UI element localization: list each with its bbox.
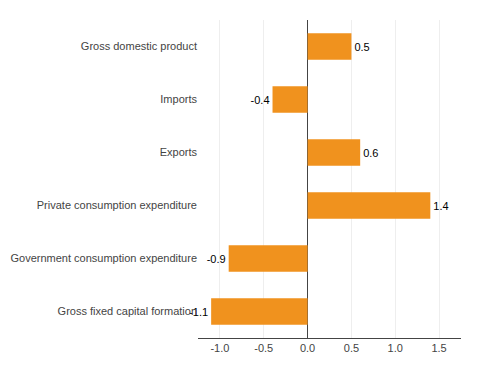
svg-text:-0.9: -0.9 (207, 253, 226, 265)
svg-text:0.5: 0.5 (354, 41, 369, 53)
svg-text:Exports: Exports (160, 146, 198, 158)
svg-text:Gross domestic product: Gross domestic product (81, 40, 197, 52)
svg-text:-1.0: -1.0 (210, 342, 229, 354)
svg-text:1.0: 1.0 (388, 342, 403, 354)
svg-text:0.0: 0.0 (300, 342, 315, 354)
svg-text:1.5: 1.5 (431, 342, 446, 354)
svg-text:-0.4: -0.4 (251, 94, 270, 106)
svg-text:-0.5: -0.5 (254, 342, 273, 354)
svg-text:0.6: 0.6 (363, 147, 378, 159)
svg-text:1.4: 1.4 (433, 200, 448, 212)
svg-text:Gross fixed capital formation: Gross fixed capital formation (58, 305, 197, 317)
svg-text:-1.1: -1.1 (189, 306, 208, 318)
svg-text:Government consumption expendi: Government consumption expenditure (11, 252, 198, 264)
svg-text:Imports: Imports (160, 93, 197, 105)
svg-text:0.5: 0.5 (344, 342, 359, 354)
svg-text:Private consumption expenditur: Private consumption expenditure (37, 199, 197, 211)
